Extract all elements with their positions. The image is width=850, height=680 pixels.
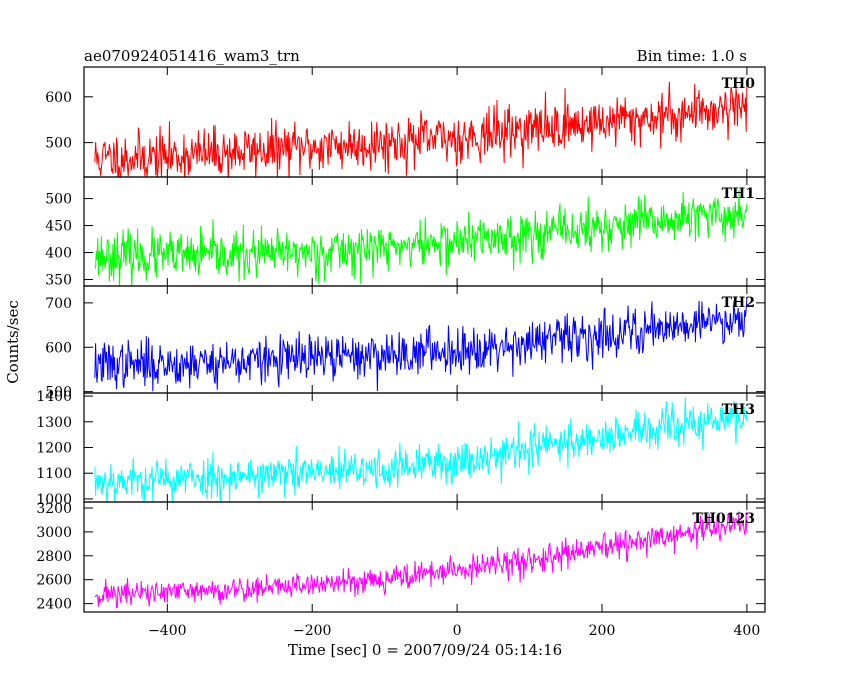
panel-label: TH3 — [722, 402, 755, 418]
panel-label: TH0 — [722, 76, 756, 92]
panels: 500 600 TH0 350 400 450 500 TH1 500 600 700 TH2 1000… — [36, 66, 766, 613]
y-tick-label: 450 — [45, 219, 72, 235]
panel-th2: 500 600 700 TH2 — [45, 285, 766, 401]
x-tick-label: 200 — [589, 623, 616, 639]
series-line-th1 — [94, 189, 748, 286]
y-tick-label: 1400 — [36, 389, 72, 405]
y-tick-label: 3200 — [36, 501, 72, 517]
y-tick-label: 500 — [45, 136, 72, 152]
y-tick-label: 600 — [45, 340, 72, 356]
x-tick-label: −400 — [148, 623, 186, 639]
y-tick-label: 3000 — [36, 525, 72, 541]
panel-label: TH2 — [722, 295, 755, 311]
panel-th0123: 2400 2600 2800 3000 3200 TH0123 — [36, 501, 766, 613]
y-tick-label: 1000 — [36, 492, 72, 508]
y-tick-label: 700 — [45, 296, 72, 312]
x-axis-ticks: −400 −200 0 200 400 — [148, 623, 760, 639]
y-tick-label: 2800 — [36, 549, 72, 565]
x-tick-label: −200 — [293, 623, 331, 639]
y-axis-label: Counts/sec — [4, 300, 22, 384]
panel-th1: 350 400 450 500 TH1 — [45, 176, 766, 289]
series-line-th2 — [94, 298, 748, 392]
y-tick-label: 500 — [45, 192, 72, 208]
bin-time-label: Bin time: 1.0 s — [637, 47, 747, 65]
panel-th3: 1000 1100 1200 1300 1400 TH3 — [36, 389, 766, 508]
y-tick-label: 350 — [45, 273, 72, 289]
x-tick-label: 400 — [734, 623, 761, 639]
y-tick-label: 600 — [45, 90, 72, 106]
series-line-th0123 — [94, 511, 748, 609]
panel-frame — [83, 501, 766, 613]
panel-label: TH0123 — [692, 511, 755, 527]
series-line-th3 — [94, 397, 748, 502]
y-tick-label: 500 — [45, 385, 72, 401]
panel-label: TH1 — [722, 186, 755, 202]
series-line-th0 — [94, 81, 748, 177]
chart-title: ae070924051416_wam3_trn — [84, 47, 300, 65]
y-tick-label: 2600 — [36, 573, 72, 589]
y-tick-label: 2400 — [36, 597, 72, 613]
y-tick-label: 400 — [45, 246, 72, 262]
y-tick-label: 1100 — [36, 466, 72, 482]
y-tick-label: 1200 — [36, 441, 72, 457]
panel-th0: 500 600 TH0 — [45, 66, 766, 178]
x-tick-label: 0 — [453, 623, 462, 639]
y-tick-label: 1300 — [36, 415, 72, 431]
x-axis-label: Time [sec] 0 = 2007/09/24 05:14:16 — [288, 641, 562, 659]
